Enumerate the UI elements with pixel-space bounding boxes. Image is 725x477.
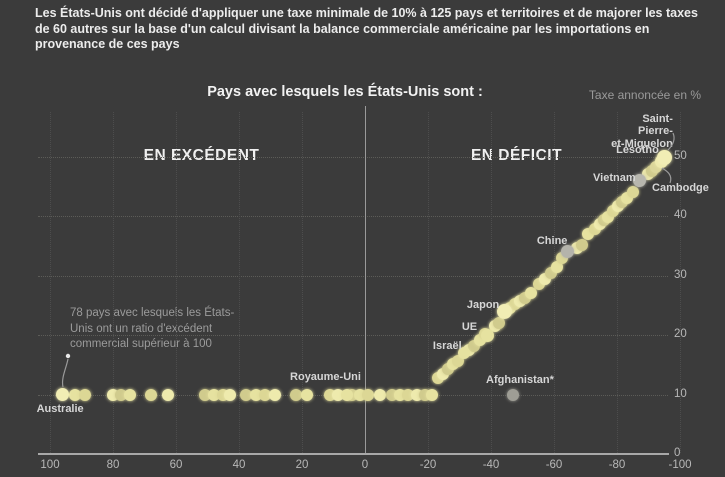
scatter-dot <box>162 388 175 401</box>
section-label-surplus: EN EXCÉDENT <box>143 147 260 164</box>
scatter-dot <box>525 287 537 300</box>
scatter-dot <box>207 388 220 401</box>
section-label-deficit: EN DÉFICIT <box>470 147 563 164</box>
scatter-dot-chine <box>561 245 575 259</box>
scatter-dot <box>223 388 236 401</box>
chart-title: Pays avec lesquels les États-Unis sont : <box>207 84 483 100</box>
x-tick-label: 80 <box>106 459 120 471</box>
zero-axis-line <box>365 106 366 453</box>
country-label-afghanistan: Afghanistan* <box>486 373 554 386</box>
scatter-dot <box>374 388 387 401</box>
scatter-dot <box>576 238 589 251</box>
y-tick-label: 0 <box>674 447 681 459</box>
scatter-dot <box>289 388 302 401</box>
v-gridline <box>680 112 681 453</box>
x-tick-label: 40 <box>232 459 246 471</box>
scatter-dot <box>124 388 136 401</box>
x-tick-label: -20 <box>419 459 437 471</box>
x-tick-label: -40 <box>482 459 500 471</box>
intro-text: Les États-Unis ont décidé d'appliquer un… <box>35 6 698 52</box>
country-label-ue: UE <box>461 321 478 333</box>
h-gridline <box>38 275 668 277</box>
scatter-dot-ue <box>481 328 495 342</box>
country-label-lesotho: Lesotho <box>616 144 659 157</box>
scatter-dot <box>362 388 375 401</box>
scatter-dot <box>492 317 505 330</box>
scatter-dot <box>69 388 82 401</box>
v-gridline <box>617 112 618 453</box>
h-gridline <box>38 335 668 336</box>
country-label-chine: Chine <box>536 234 568 247</box>
x-tick-label: 60 <box>169 459 183 471</box>
country-label-australie: Australie <box>36 402 84 415</box>
scatter-dot <box>301 388 314 401</box>
v-gridline <box>554 112 555 453</box>
scatter-dot-vietnam <box>632 173 646 187</box>
scatter-dot <box>114 388 127 401</box>
x-tick-label: -80 <box>608 459 626 471</box>
v-gridline <box>491 112 492 453</box>
country-label-royaume-uni: Royaume-Uni <box>290 370 361 383</box>
scatter-dot-afghanistan <box>507 388 520 401</box>
scatter-dot-royaume-uni <box>341 388 354 401</box>
x-tick-label: 100 <box>40 459 60 471</box>
h-gridline <box>38 156 668 158</box>
scatter-dot <box>331 388 344 401</box>
v-gridline <box>428 112 429 453</box>
scatter-dot <box>144 388 157 401</box>
v-gridline <box>113 112 114 453</box>
scatter-dot <box>239 388 252 401</box>
scatter-dot <box>250 388 262 401</box>
country-label-israël: Israël <box>432 339 462 352</box>
scatter-dot <box>259 388 272 401</box>
v-gridline <box>302 112 303 453</box>
scatter-dot <box>426 388 439 401</box>
y-axis-title: Taxe annoncée en % <box>588 88 701 102</box>
v-gridline <box>239 112 240 453</box>
scatter-dot-israël <box>457 346 470 359</box>
scatter-dot <box>268 388 281 401</box>
h-gridline <box>38 216 668 217</box>
v-gridline <box>50 112 51 453</box>
x-tick-label: 0 <box>361 459 369 471</box>
scatter-dot <box>627 186 640 199</box>
x-tick-label: -60 <box>545 459 563 471</box>
country-label-japon: Japon <box>466 299 500 312</box>
scatter-dot-australie <box>56 388 70 401</box>
x-tick-label: -100 <box>668 459 692 471</box>
country-label-cambodge: Cambodge <box>652 181 709 194</box>
x-axis-line <box>38 453 669 455</box>
scatter-dot-saint-pierre-et-miquelon <box>657 150 673 166</box>
country-label-vietnam: Vietnam <box>593 172 636 185</box>
v-gridline <box>176 112 177 453</box>
x-tick-label: 20 <box>295 459 309 471</box>
country-label-saint-pierre-et-miquelon: Saint-Pierre- et-Miquelon <box>611 112 673 150</box>
scatter-dot <box>78 388 91 401</box>
scatter-dot-japon <box>497 303 513 319</box>
